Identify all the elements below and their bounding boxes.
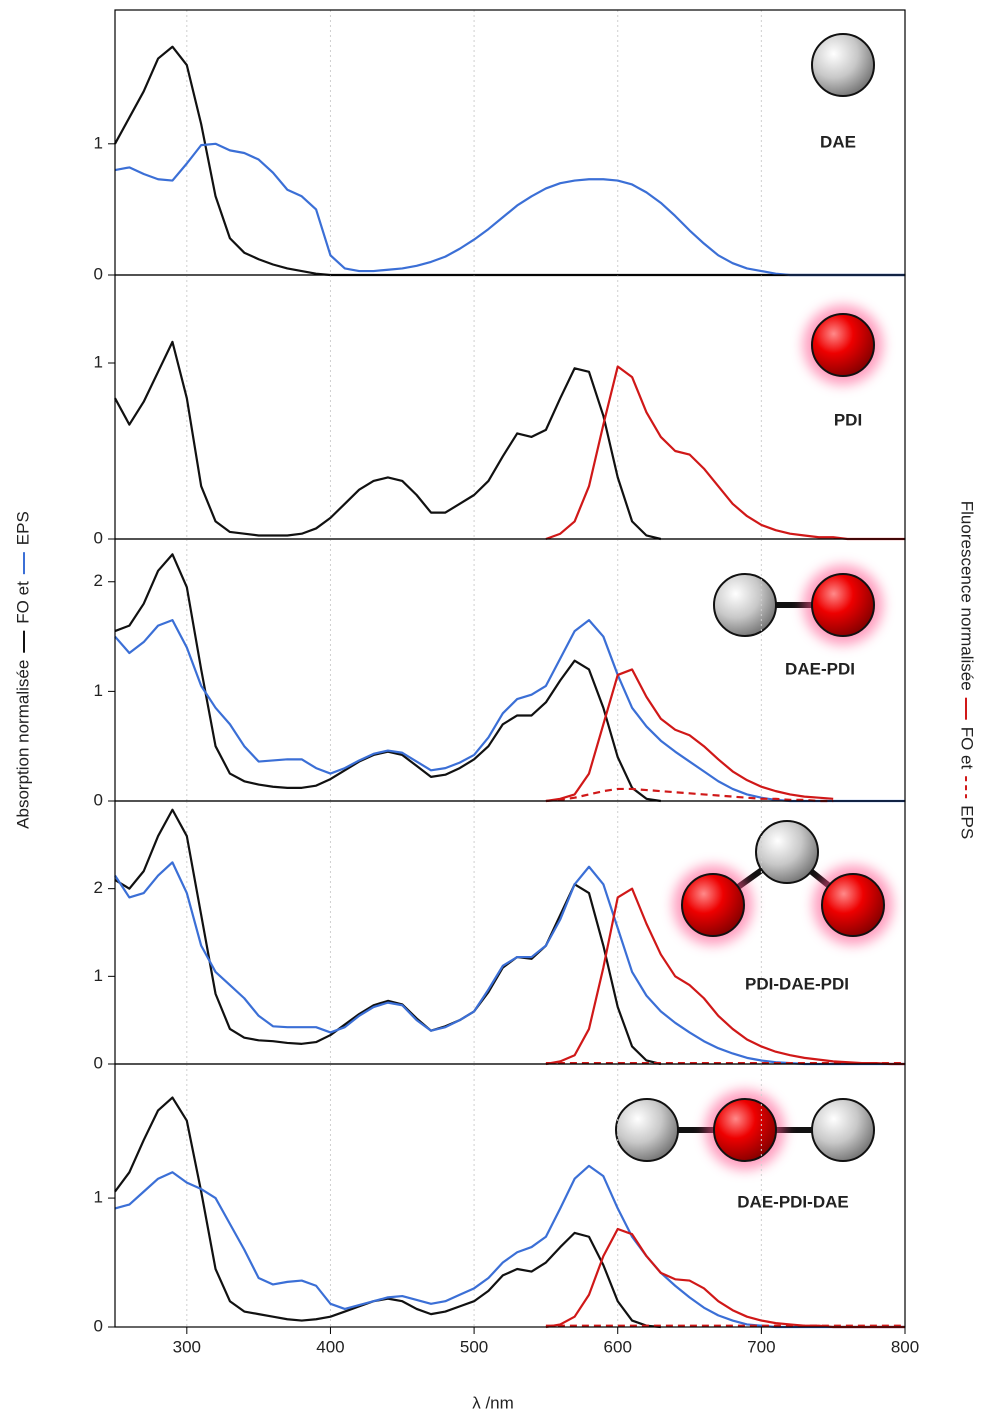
icon-pdi-dae-pdi [673,820,893,945]
panel-title: DAE-PDI [785,659,855,678]
legend-label: FO et [958,727,977,770]
icon-pdi [803,305,883,385]
x-tick-label: 700 [747,1337,775,1356]
y-tick-label: 1 [94,133,103,152]
panel-title: DAE [820,132,856,151]
series-line [545,365,905,541]
x-tick-label: 800 [891,1337,919,1356]
y-tick-label: 0 [94,1316,103,1335]
y-tick-label: 1 [94,681,103,700]
series-line [114,553,661,803]
series-line [545,1227,905,1329]
x-tick-label: 600 [604,1337,632,1356]
x-axis-label: λ /nm [472,1393,514,1412]
series-line [114,142,905,277]
icon-dae-pdi [713,565,883,645]
x-tick-label: 400 [316,1337,344,1356]
y-tick-label: 0 [94,528,103,547]
panel-title: PDI-DAE-PDI [745,974,849,993]
panel-title: PDI [834,410,862,429]
y-tick-label: 2 [94,878,103,897]
panel-frame [114,274,906,540]
axis-title: Absorption normalisée [13,660,32,829]
series-line [114,1096,661,1329]
legend-label: EPS [958,805,977,839]
molecule-icons [615,33,893,1170]
right-axis-label: Fluorescence normalisée FO et EPS [958,501,977,839]
icon-dae [811,33,875,97]
left-axis-label: Absorption normalisée FO et EPS [13,511,32,829]
icon-dae-pdi-dae [615,1090,875,1170]
panel-title: DAE-PDI-DAE [737,1192,848,1211]
panel-frame [114,1063,906,1328]
legend-label: EPS [13,511,32,545]
x-tick-label: 500 [460,1337,488,1356]
series-line [114,340,662,541]
y-tick-label: 2 [94,571,103,590]
panel-frame [114,9,906,276]
series-line [545,787,834,803]
axis-title: Fluorescence normalisée [958,501,977,691]
y-tick-label: 1 [94,352,103,371]
y-tick-label: 1 [94,966,103,985]
series-line [545,668,834,803]
y-tick-label: 0 [94,790,103,809]
x-tick-label: 300 [173,1337,201,1356]
series-line [545,887,905,1066]
y-tick-label: 0 [94,264,103,283]
series-line [114,45,905,277]
series-line [114,808,662,1066]
y-tick-label: 0 [94,1053,103,1072]
legend-label: FO et [13,581,32,624]
y-tick-label: 1 [94,1188,103,1207]
series-line [114,619,905,803]
series-line [114,861,905,1066]
